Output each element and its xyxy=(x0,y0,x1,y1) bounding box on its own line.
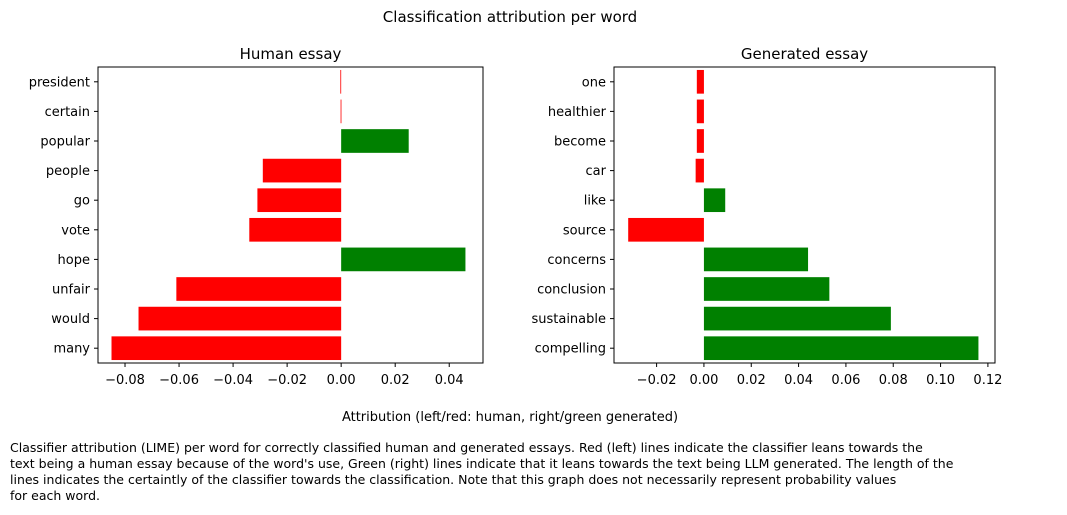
x-tick-label: −0.04 xyxy=(213,373,253,388)
bar-would xyxy=(138,306,342,331)
y-tick-label: vote xyxy=(61,223,90,238)
x-tick-label: 0.04 xyxy=(435,373,464,388)
x-tick-label: −0.06 xyxy=(159,373,199,388)
x-tick-label: 0.08 xyxy=(879,373,908,388)
bar-many xyxy=(111,336,342,361)
chart-panel-generated-essay: Generated essay one healthier become car like… xyxy=(531,45,1002,388)
y-tick-label: president xyxy=(29,75,90,90)
x-tick-label: −0.02 xyxy=(637,373,677,388)
bar-car xyxy=(695,158,704,183)
bar-people xyxy=(262,158,342,183)
x-tick-label: 0.02 xyxy=(737,373,766,388)
y-tick-label: would xyxy=(51,312,90,327)
bar-like xyxy=(703,188,726,213)
figure-suptitle: Classification attribution per word xyxy=(383,8,637,26)
y-tick-label: sustainable xyxy=(531,312,606,327)
figure-xlabel: Attribution (left/red: human, right/gree… xyxy=(342,410,678,425)
bar-source xyxy=(628,217,704,242)
x-tick-label: 0.12 xyxy=(973,373,1002,388)
bar-become xyxy=(696,129,704,153)
bar-concerns xyxy=(703,247,809,272)
x-tick-label: 0.04 xyxy=(784,373,813,388)
chart-panel-human-essay: Human essay president certain popular people… xyxy=(29,45,484,388)
bar-vote xyxy=(249,217,342,242)
y-tick-label: many xyxy=(53,342,90,357)
figure-caption: Classifier attribution (LIME) per word f… xyxy=(10,440,954,503)
panel-title: Human essay xyxy=(240,45,342,63)
bar-go xyxy=(257,188,342,213)
x-tick-label: 0.06 xyxy=(831,373,860,388)
y-tick-label: popular xyxy=(40,135,90,150)
bar-healthier xyxy=(696,99,704,124)
y-tick-label: unfair xyxy=(52,283,91,298)
bar-unfair xyxy=(176,277,342,301)
x-tick-label: 0.02 xyxy=(381,373,410,388)
axes-frame xyxy=(97,66,484,364)
axes-frame xyxy=(613,66,996,364)
bar-president xyxy=(340,69,342,94)
y-tick-label: compelling xyxy=(535,342,606,357)
bar-conclusion xyxy=(703,277,830,301)
bar-one xyxy=(696,69,704,94)
x-tick-label: 0.00 xyxy=(689,373,718,388)
y-tick-label: conclusion xyxy=(537,283,606,298)
bar-sustainable xyxy=(703,306,891,331)
y-tick-label: certain xyxy=(45,105,90,120)
bar-certain xyxy=(340,99,342,124)
x-tick-label: 0.10 xyxy=(926,373,955,388)
x-tick-label: −0.02 xyxy=(267,373,307,388)
y-tick-label: go xyxy=(74,194,90,209)
y-tick-label: one xyxy=(582,75,606,90)
y-tick-label: source xyxy=(563,223,606,238)
bar-compelling xyxy=(703,336,979,361)
figure-canvas: Classification attribution per word Huma… xyxy=(29,8,1003,425)
y-tick-label: become xyxy=(554,135,606,150)
y-tick-label: concerns xyxy=(547,253,606,268)
y-tick-label: people xyxy=(46,164,90,179)
y-tick-label: car xyxy=(586,164,607,179)
y-tick-label: like xyxy=(584,194,606,209)
bar-hope xyxy=(341,247,466,272)
bar-popular xyxy=(341,129,409,153)
x-tick-label: 0.00 xyxy=(327,373,356,388)
panel-title: Generated essay xyxy=(741,45,868,63)
y-tick-label: hope xyxy=(58,253,90,268)
x-tick-label: −0.08 xyxy=(105,373,145,388)
y-tick-label: healthier xyxy=(548,105,607,120)
